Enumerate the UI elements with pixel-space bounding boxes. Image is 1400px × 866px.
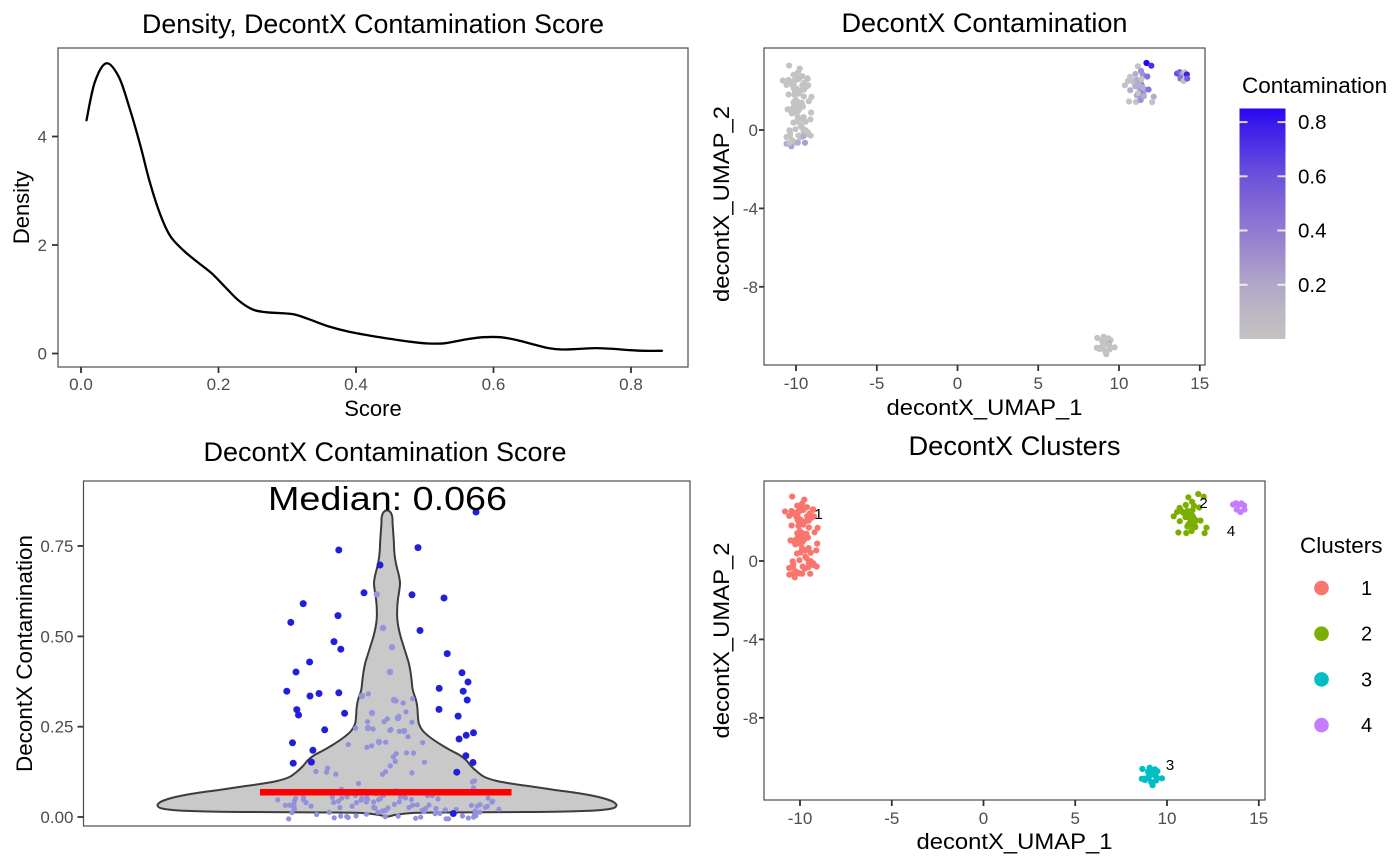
svg-text:0.25: 0.25 [40, 718, 73, 737]
svg-text:5: 5 [1034, 374, 1043, 393]
svg-text:-4: -4 [743, 630, 758, 649]
svg-text:10: 10 [1110, 374, 1129, 393]
svg-text:-8: -8 [743, 709, 758, 728]
svg-text:0.8: 0.8 [619, 375, 643, 394]
svg-text:Score: Score [344, 396, 401, 421]
svg-text:0: 0 [953, 374, 962, 393]
svg-text:0.50: 0.50 [40, 627, 73, 646]
svg-text:Density, DecontX Contamination: Density, DecontX Contamination Score [142, 9, 604, 39]
svg-text:0: 0 [749, 552, 758, 571]
svg-text:0.8: 0.8 [1298, 111, 1327, 134]
svg-text:Median: 0.066: Median: 0.066 [268, 480, 507, 517]
svg-text:decontX_UMAP_1: decontX_UMAP_1 [887, 395, 1083, 420]
svg-text:2: 2 [38, 236, 47, 255]
svg-text:4: 4 [1227, 523, 1235, 540]
svg-text:DecontX Contamination: DecontX Contamination [12, 535, 37, 772]
svg-text:-5: -5 [884, 809, 899, 828]
svg-text:4: 4 [38, 128, 47, 147]
svg-text:10: 10 [1158, 809, 1177, 828]
svg-text:4: 4 [1361, 715, 1372, 737]
svg-text:3: 3 [1361, 669, 1372, 691]
svg-text:0.2: 0.2 [207, 375, 231, 394]
svg-text:DecontX Contamination: DecontX Contamination [842, 8, 1128, 38]
svg-text:0.4: 0.4 [1298, 220, 1327, 243]
svg-text:DecontX Clusters: DecontX Clusters [909, 431, 1121, 461]
svg-text:0.00: 0.00 [40, 808, 73, 827]
svg-text:Contamination: Contamination [1242, 73, 1387, 98]
svg-text:0.2: 0.2 [1298, 274, 1327, 297]
svg-text:2: 2 [1199, 495, 1207, 512]
svg-text:Clusters: Clusters [1300, 533, 1383, 558]
svg-text:-10: -10 [788, 809, 813, 828]
svg-text:5: 5 [1071, 809, 1080, 828]
svg-text:decontX_UMAP_2: decontX_UMAP_2 [709, 543, 734, 739]
svg-text:0: 0 [979, 809, 988, 828]
svg-text:decontX_UMAP_2: decontX_UMAP_2 [709, 106, 734, 302]
svg-text:0.6: 0.6 [1298, 165, 1327, 188]
svg-text:-8: -8 [743, 278, 758, 297]
svg-text:2: 2 [1361, 624, 1372, 646]
svg-text:0: 0 [749, 121, 758, 140]
svg-text:15: 15 [1249, 809, 1268, 828]
svg-text:1: 1 [814, 506, 822, 523]
svg-text:0.4: 0.4 [344, 375, 368, 394]
svg-text:15: 15 [1190, 374, 1209, 393]
svg-text:1: 1 [1361, 578, 1372, 600]
svg-text:decontX_UMAP_1: decontX_UMAP_1 [917, 829, 1113, 854]
svg-text:0.6: 0.6 [482, 375, 506, 394]
svg-text:3: 3 [1166, 757, 1174, 774]
svg-text:-10: -10 [784, 374, 809, 393]
svg-text:-5: -5 [869, 374, 884, 393]
svg-text:0.75: 0.75 [40, 537, 73, 556]
svg-text:0.0: 0.0 [69, 375, 93, 394]
svg-text:0: 0 [38, 345, 47, 364]
svg-text:DecontX Contamination Score: DecontX Contamination Score [204, 437, 567, 467]
svg-text:Density: Density [9, 171, 34, 244]
svg-text:-4: -4 [743, 199, 758, 218]
